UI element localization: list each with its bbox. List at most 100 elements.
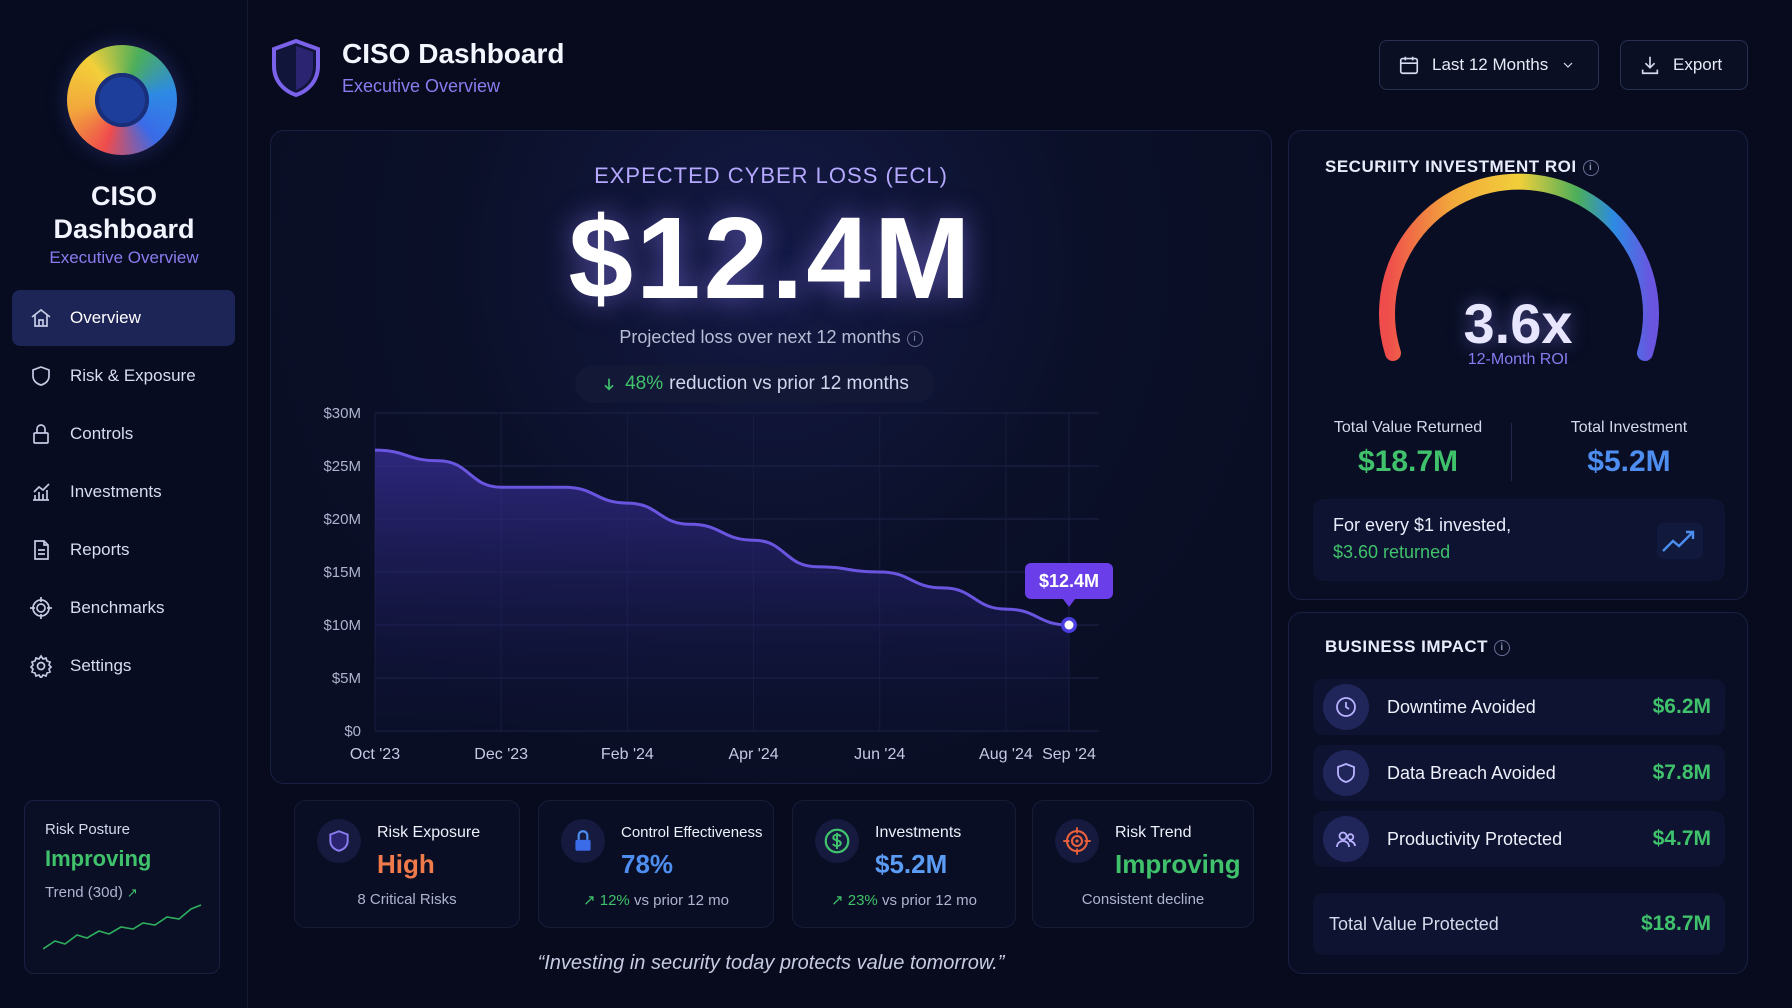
shield-icon: [317, 819, 361, 863]
sidebar-item-reports[interactable]: Reports: [12, 522, 235, 578]
kpi-investments[interactable]: Investments $5.2M ↗ 23% vs prior 12 mo: [792, 800, 1016, 928]
kpi-title: Control Effectiveness: [621, 824, 763, 841]
home-icon: [28, 305, 54, 331]
x-tick-label: Oct '23: [350, 746, 400, 763]
kpi-footer: 8 Critical Risks: [357, 891, 457, 908]
download-icon: [1641, 56, 1659, 75]
kpi-risk-trend[interactable]: Risk Trend Improving Consistent decline: [1032, 800, 1254, 928]
kpi-delta-value: 23%: [847, 892, 878, 909]
business-impact-label: Data Breach Avoided: [1387, 762, 1556, 783]
clock-icon: [1323, 684, 1369, 730]
sidebar-item-label: Benchmarks: [70, 598, 165, 617]
ecl-value: $12.4M: [568, 193, 974, 323]
x-tick-label: Sep '24: [1042, 746, 1096, 763]
sidebar-item-label: Settings: [70, 656, 132, 675]
trend-up-icon: [1657, 523, 1703, 559]
business-impact-row: Productivity Protected $4.7M: [1313, 811, 1725, 867]
sidebar: CISO Dashboard Executive Overview Overvi…: [0, 0, 248, 1008]
roi-returned-label: Total Value Returned: [1333, 419, 1483, 436]
roi-value: 3.6x: [1463, 292, 1573, 355]
shield-icon: [28, 363, 54, 389]
x-tick-label: Apr '24: [728, 746, 778, 763]
roi-returned-value: $18.7M: [1357, 445, 1459, 478]
sidebar-item-label: Reports: [70, 540, 130, 559]
business-impact-row: Downtime Avoided $6.2M: [1313, 679, 1725, 735]
ecl-projection: Projected loss over next 12 months i: [271, 327, 1271, 348]
roi-investment-value: $5.2M: [1587, 445, 1671, 478]
ecl-card: EXPECTED CYBER LOSS (ECL) $12.4M Project…: [270, 130, 1272, 784]
kpi-value: $5.2M: [875, 849, 948, 879]
sidebar-item-label: Risk & Exposure: [70, 366, 196, 385]
chart-points: [1061, 617, 1077, 633]
chevron-down-icon: [1563, 62, 1573, 68]
info-icon[interactable]: i: [1494, 640, 1511, 656]
y-tick-label: $30M: [323, 405, 361, 422]
divider: [1511, 423, 1512, 481]
ecl-label: EXPECTED CYBER LOSS (ECL): [594, 163, 948, 188]
risk-posture-card: Risk Posture Improving Trend (30d) ↗: [24, 800, 220, 974]
lock-icon: [561, 819, 605, 863]
business-impact-row: Data Breach Avoided $7.8M: [1313, 745, 1725, 801]
footer-quote: “Investing in security today protects va…: [537, 952, 1005, 974]
sidebar-item-benchmarks[interactable]: Benchmarks: [12, 580, 235, 636]
users-icon: [1323, 816, 1369, 862]
y-tick-label: $20M: [323, 511, 361, 528]
roi-gauge: [1379, 173, 1659, 361]
calendar-icon: [1399, 56, 1419, 75]
kpi-title: Risk Trend: [1115, 824, 1192, 841]
period-select-button[interactable]: Last 12 Months: [1379, 40, 1599, 90]
kpi-control-effectiveness[interactable]: Control Effectiveness 78% ↗ 12% vs prior…: [538, 800, 774, 928]
tooltip-box: [1025, 563, 1113, 599]
roi-investment-label: Total Investment: [1570, 419, 1688, 436]
export-button[interactable]: Export: [1620, 40, 1748, 90]
business-impact-card: BUSINESS IMPACT i Downtime Avoided $6.2M …: [1288, 612, 1748, 974]
roi-card: SECURIITY INVESTMENT ROI i 3.6x 12-Month …: [1288, 130, 1748, 600]
kpi-footer: ↗ 12% vs prior 12 mo: [539, 891, 773, 909]
y-tick-label: $25M: [323, 458, 361, 475]
kpi-delta: ↗ 23%: [831, 892, 878, 909]
trend-up-icon: ↗: [126, 885, 138, 900]
kpi-value: High: [377, 849, 435, 879]
risk-posture-trend: Trend (30d) ↗: [45, 884, 199, 901]
y-tick-label: $0: [344, 723, 361, 740]
ecl-area-chart: $0 $5M $10M $15M $20M $25M $30M Oct '23 Dec '23…: [323, 405, 1113, 763]
ecl-area-fill: [375, 450, 1069, 731]
ecl-series-line: [374, 448, 1070, 627]
business-total-value: $18.7M: [1640, 912, 1711, 935]
lock-icon: [28, 421, 54, 447]
kpi-risk-exposure[interactable]: Risk Exposure High 8 Critical Risks: [294, 800, 520, 928]
kpi-title: Risk Exposure: [377, 824, 481, 841]
roi-note-line1: For every $1 invested,: [1333, 515, 1512, 535]
trend-label: Trend (30d): [45, 884, 123, 901]
info-icon[interactable]: i: [906, 331, 923, 347]
roi-note: For every $1 invested, $3.60 returned: [1313, 499, 1725, 581]
risk-posture-label: Risk Posture: [45, 821, 131, 838]
roi-note-line2: $3.60 returned: [1333, 542, 1451, 562]
roi-sub: 12-Month ROI: [1467, 351, 1569, 368]
sidebar-item-risk-exposure[interactable]: Risk & Exposure: [12, 348, 235, 404]
gear-icon: [28, 653, 54, 679]
sidebar-item-label: Overview: [70, 308, 141, 327]
sidebar-item-settings[interactable]: Settings: [12, 638, 235, 694]
x-tick-label: Dec '23: [474, 746, 528, 763]
chart-y-axis: $0 $5M $10M $15M $20M $25M $30M: [323, 405, 361, 740]
y-tick-label: $10M: [323, 617, 361, 634]
business-impact-title-text: BUSINESS IMPACT: [1325, 637, 1489, 656]
roi-title: SECURIITY INVESTMENT ROI i: [1325, 157, 1599, 177]
kpi-value: 78%: [621, 849, 674, 879]
business-impact-label: Productivity Protected: [1387, 828, 1563, 849]
kpi-value: Improving: [1115, 849, 1241, 879]
x-tick-label: Feb '24: [601, 746, 654, 763]
roi-returned: Total Value Returned $18.7M: [1313, 419, 1503, 479]
sidebar-item-controls[interactable]: Controls: [12, 406, 235, 462]
kpi-footer-text: vs prior 12 mo: [881, 892, 977, 909]
sidebar-item-overview[interactable]: Overview: [12, 290, 235, 346]
business-total-label: Total Value Protected: [1329, 913, 1499, 934]
trend-sparkline: [43, 904, 202, 950]
business-impact-label: Downtime Avoided: [1387, 696, 1536, 717]
sidebar-item-investments[interactable]: Investments: [12, 464, 235, 520]
info-icon[interactable]: i: [1582, 160, 1599, 176]
ecl-reduction-value: 48%: [625, 373, 664, 394]
target-icon: [28, 595, 54, 621]
sidebar-item-label: Controls: [70, 424, 134, 443]
